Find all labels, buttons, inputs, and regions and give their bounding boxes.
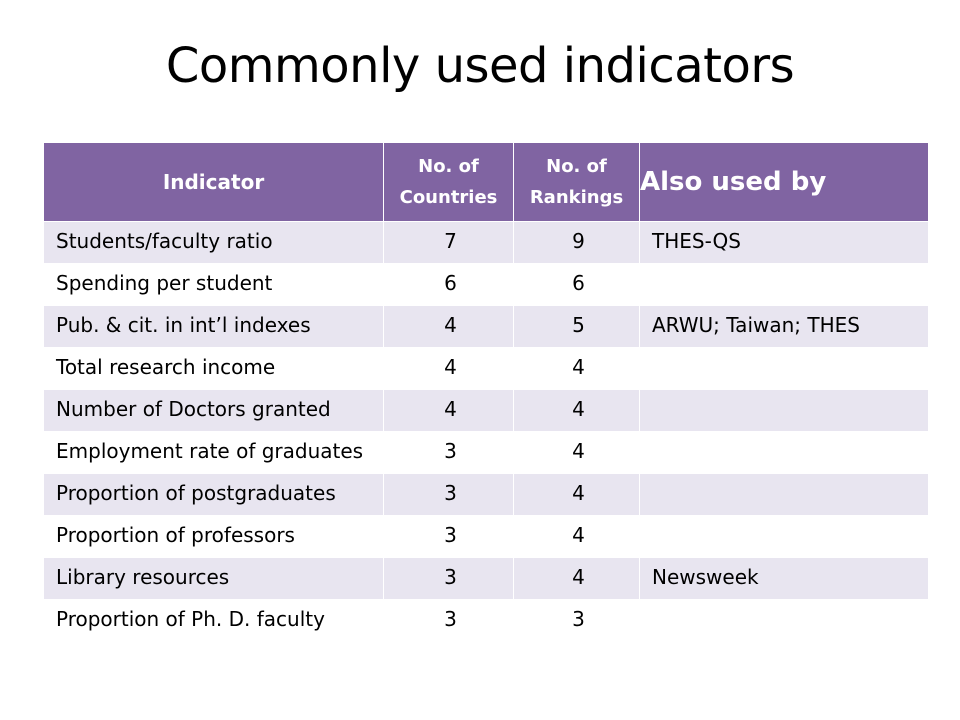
table-row: Proportion of postgraduates 3 4	[43, 473, 929, 516]
cell-rankings: 3	[513, 599, 640, 642]
cell-also-used-by	[639, 473, 929, 516]
header-also-used-by: Also used by	[639, 142, 929, 222]
cell-rankings: 4	[513, 347, 640, 390]
slide-title: Commonly used indicators	[165, 38, 795, 94]
cell-indicator: Proportion of Ph. D. faculty	[43, 599, 384, 642]
header-countries: No. of Countries	[383, 142, 514, 222]
cell-indicator: Proportion of professors	[43, 515, 384, 558]
cell-indicator: Number of Doctors granted	[43, 389, 384, 432]
cell-also-used-by	[639, 431, 929, 474]
table-row: Number of Doctors granted 4 4	[43, 389, 929, 432]
cell-countries: 3	[383, 431, 514, 474]
cell-rankings: 4	[513, 473, 640, 516]
cell-also-used-by	[639, 515, 929, 558]
table-body: Students/faculty ratio 7 9 THES-QS Spend…	[43, 221, 929, 642]
cell-countries: 7	[383, 221, 514, 264]
table-header-row: Indicator No. of Countries No. of Rankin…	[43, 142, 929, 222]
cell-indicator: Students/faculty ratio	[43, 221, 384, 264]
cell-also-used-by: ARWU; Taiwan; THES	[639, 305, 929, 348]
table-row: Library resources 3 4 Newsweek	[43, 557, 929, 600]
cell-countries: 4	[383, 389, 514, 432]
cell-rankings: 4	[513, 557, 640, 600]
header-rankings: No. of Rankings	[513, 142, 640, 222]
cell-indicator: Spending per student	[43, 263, 384, 306]
header-indicator: Indicator	[43, 142, 384, 222]
cell-rankings: 9	[513, 221, 640, 264]
cell-indicator: Proportion of postgraduates	[43, 473, 384, 516]
cell-also-used-by	[639, 389, 929, 432]
cell-indicator: Total research income	[43, 347, 384, 390]
indicators-table: Indicator No. of Countries No. of Rankin…	[43, 142, 929, 642]
cell-countries: 3	[383, 599, 514, 642]
cell-countries: 3	[383, 557, 514, 600]
cell-also-used-by: THES-QS	[639, 221, 929, 264]
table-row: Employment rate of graduates 3 4	[43, 431, 929, 474]
cell-rankings: 6	[513, 263, 640, 306]
cell-also-used-by	[639, 599, 929, 642]
cell-countries: 3	[383, 473, 514, 516]
cell-countries: 6	[383, 263, 514, 306]
table-row: Total research income 4 4	[43, 347, 929, 390]
cell-countries: 4	[383, 305, 514, 348]
table-row: Proportion of Ph. D. faculty 3 3	[43, 599, 929, 642]
cell-indicator: Employment rate of graduates	[43, 431, 384, 474]
cell-rankings: 5	[513, 305, 640, 348]
table-row: Spending per student 6 6	[43, 263, 929, 306]
cell-indicator: Library resources	[43, 557, 384, 600]
cell-also-used-by	[639, 263, 929, 306]
table-row: Students/faculty ratio 7 9 THES-QS	[43, 221, 929, 264]
cell-countries: 4	[383, 347, 514, 390]
table-row: Pub. & cit. in int’l indexes 4 5 ARWU; T…	[43, 305, 929, 348]
cell-countries: 3	[383, 515, 514, 558]
cell-rankings: 4	[513, 515, 640, 558]
cell-rankings: 4	[513, 431, 640, 474]
cell-rankings: 4	[513, 389, 640, 432]
cell-also-used-by: Newsweek	[639, 557, 929, 600]
cell-indicator: Pub. & cit. in int’l indexes	[43, 305, 384, 348]
table-row: Proportion of professors 3 4	[43, 515, 929, 558]
cell-also-used-by	[639, 347, 929, 390]
